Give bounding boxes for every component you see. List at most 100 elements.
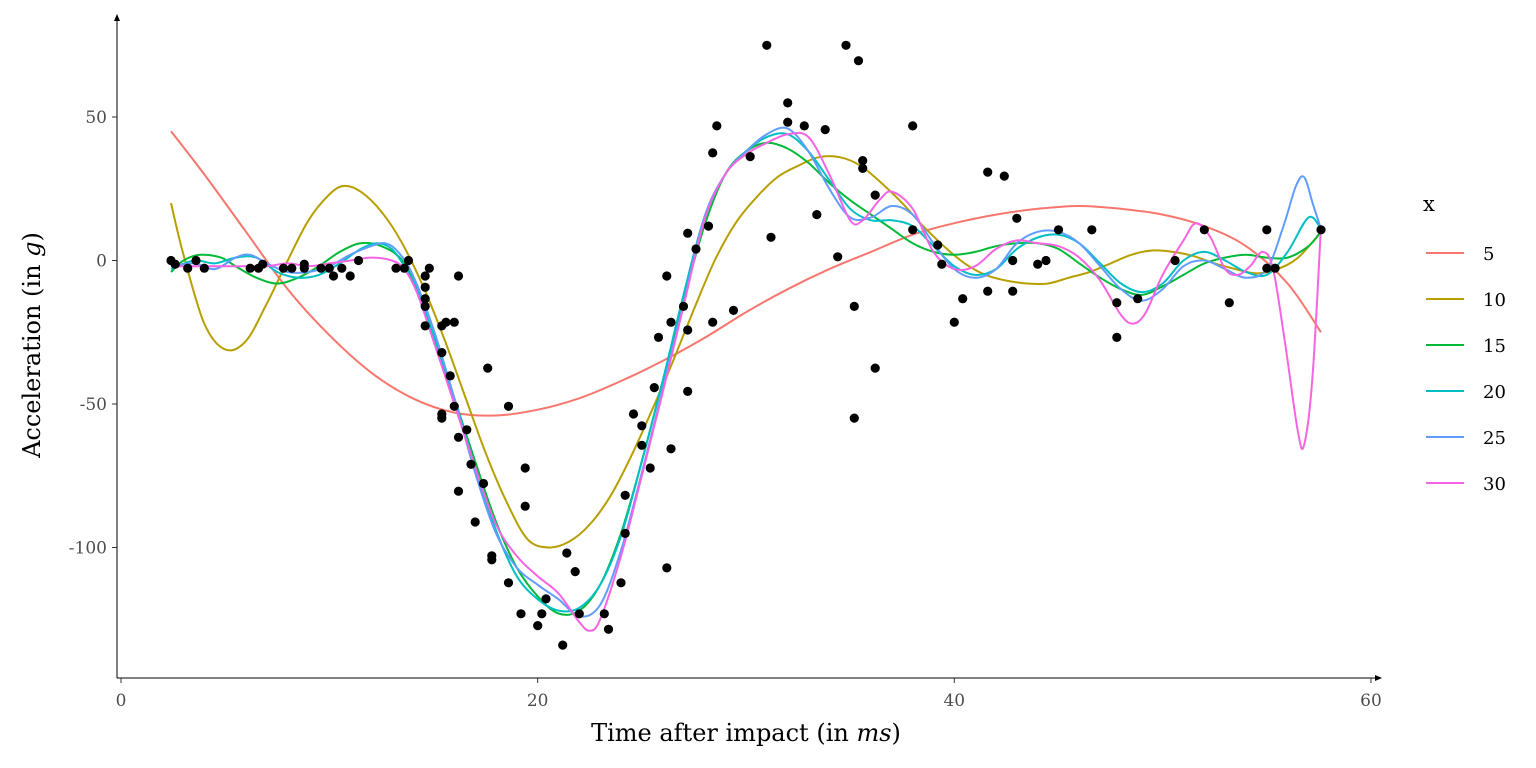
- data-point: [908, 225, 918, 235]
- data-point: [662, 271, 672, 281]
- series-line-15: [170, 141, 1322, 616]
- series-line-30: [171, 131, 1322, 632]
- data-point: [599, 609, 609, 619]
- data-point: [462, 425, 472, 435]
- data-point: [441, 317, 451, 327]
- data-point: [1033, 259, 1043, 269]
- data-point: [399, 263, 409, 273]
- data-point: [820, 125, 830, 135]
- data-point: [403, 255, 414, 266]
- data-point: [437, 348, 447, 358]
- x-axis-title-close: ): [892, 719, 901, 747]
- data-point: [853, 56, 864, 66]
- data-point: [645, 463, 655, 473]
- data-point: [616, 578, 626, 588]
- data-point: [420, 321, 430, 331]
- data-point: [937, 259, 947, 269]
- data-point: [812, 210, 822, 220]
- data-point: [537, 609, 547, 619]
- data-point: [420, 282, 430, 292]
- data-point: [345, 271, 355, 281]
- data-point: [958, 294, 968, 304]
- y-tick-label: 0: [96, 252, 107, 272]
- data-point: [562, 548, 572, 558]
- data-point: [666, 444, 676, 454]
- data-point: [449, 401, 459, 411]
- data-point: [728, 305, 739, 315]
- data-point: [703, 221, 714, 231]
- data-point: [299, 263, 309, 273]
- data-point: [487, 555, 497, 565]
- data-point: [683, 386, 693, 396]
- data-point: [420, 294, 430, 304]
- data-point: [1199, 225, 1209, 235]
- series-line-10: [170, 155, 1322, 549]
- data-point: [520, 463, 530, 473]
- data-point: [1262, 263, 1272, 273]
- data-point: [858, 163, 868, 173]
- data-point: [870, 363, 880, 373]
- data-point: [328, 271, 339, 281]
- data-point: [949, 317, 959, 327]
- data-point: [516, 609, 526, 619]
- legend-label-5: 5: [1483, 244, 1494, 265]
- data-point: [766, 232, 776, 242]
- x-axis-title-unit: ms: [856, 719, 891, 747]
- data-point: [603, 624, 614, 634]
- data-point: [533, 621, 543, 631]
- data-point: [983, 167, 993, 177]
- data-point: [1262, 225, 1272, 235]
- x-tick-label: 60: [1360, 691, 1382, 711]
- data-point: [453, 271, 464, 281]
- data-point: [683, 228, 693, 238]
- data-point: [324, 263, 334, 273]
- data-point: [637, 440, 647, 450]
- x-axis-title: Time after impact (in ms): [591, 719, 901, 747]
- series-layer: [170, 126, 1322, 632]
- data-point: [287, 263, 297, 273]
- data-point: [849, 413, 859, 423]
- data-point: [449, 317, 459, 327]
- legend-title: x: [1423, 192, 1435, 216]
- data-point: [712, 121, 722, 131]
- data-point: [983, 286, 993, 296]
- data-point: [849, 301, 859, 311]
- data-point: [683, 325, 693, 335]
- y-tick-label: -50: [80, 395, 107, 415]
- y-axis-title-unit: g: [18, 241, 46, 256]
- legend-label-10: 10: [1483, 290, 1506, 311]
- data-point: [620, 490, 630, 500]
- data-point: [316, 263, 326, 273]
- data-point: [424, 263, 434, 273]
- y-ticks: -100 -50 0 50: [69, 108, 117, 559]
- x-ticks: 0 20 40 60: [116, 678, 1382, 711]
- data-point: [678, 301, 689, 311]
- data-point: [783, 98, 793, 108]
- y-tick-label: -100: [69, 539, 107, 559]
- data-point: [870, 190, 880, 200]
- data-point: [470, 517, 480, 527]
- points-layer: [166, 40, 1326, 650]
- data-point: [1316, 225, 1326, 235]
- data-point: [1112, 332, 1122, 342]
- data-point: [503, 401, 514, 411]
- data-point: [666, 317, 676, 327]
- data-point: [520, 501, 530, 511]
- data-point: [653, 332, 664, 342]
- data-point: [799, 121, 809, 131]
- data-point: [662, 563, 672, 573]
- data-point: [183, 263, 193, 273]
- data-point: [1087, 225, 1097, 235]
- data-point: [649, 383, 659, 393]
- data-point: [1170, 255, 1180, 266]
- data-point: [541, 594, 551, 604]
- data-point: [453, 432, 464, 442]
- data-point: [483, 363, 493, 373]
- data-point: [558, 640, 568, 650]
- y-axis-title-text: Acceleration (in: [18, 257, 46, 459]
- data-point: [503, 578, 514, 588]
- legend: x 5 10 15 20 25 30: [1423, 192, 1506, 495]
- data-point: [258, 259, 268, 269]
- legend-label-20: 20: [1483, 382, 1506, 403]
